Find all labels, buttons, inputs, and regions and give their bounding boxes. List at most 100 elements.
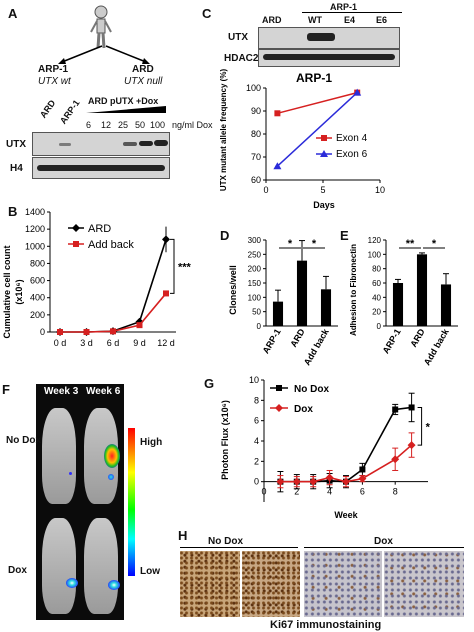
- chart-c-ytick-label: 90: [251, 106, 261, 116]
- chart-g-legend: No Dox Dox: [270, 384, 329, 415]
- chart-b-ytick-label: 800: [30, 258, 45, 268]
- chart-g-series-line: [280, 406, 412, 483]
- chart-g-point: [408, 404, 415, 411]
- chart-c: ARP-1 UTX mutant allele frequency (%) Da…: [219, 69, 385, 210]
- chart-g-ytick-label: 8: [254, 395, 259, 405]
- ki67-dox-image-1: [304, 551, 382, 617]
- chart-d-ytick-label: 200: [248, 265, 262, 274]
- chart-g-legend-dox: Dox: [294, 404, 313, 415]
- dose-unit: ng/ml Dox: [172, 120, 213, 130]
- colorbar-low: Low: [140, 566, 160, 577]
- panel-c-label: C: [202, 6, 212, 21]
- blot-c-hdac2-label: HDAC2: [224, 53, 259, 64]
- chart-b-ytick-label: 600: [30, 276, 45, 286]
- chart-c-series-line: [276, 92, 358, 167]
- chart-g-sig-bracket: [417, 406, 423, 446]
- chart-b-ytick-label: 1000: [25, 241, 45, 251]
- chart-d-xtick-label: ARP-1: [261, 327, 283, 355]
- chart-d-bar: [296, 260, 308, 326]
- arp1-label: ARP-1: [38, 64, 69, 75]
- chart-d-sig-label: *: [288, 238, 293, 250]
- chart-b-point: [83, 329, 90, 335]
- chart-d-ytick-label: 50: [252, 308, 261, 317]
- chart-g-point: [358, 474, 367, 483]
- intensity-colorbar: [128, 428, 135, 576]
- chart-g-point: [391, 455, 400, 464]
- chart-b-legend-add-marker: [73, 241, 79, 247]
- dose-50: 50: [135, 120, 146, 130]
- lane-arp1: ARP-1: [58, 97, 82, 126]
- week3-label: Week 3: [44, 386, 79, 397]
- chart-g-xtick-label: 4: [327, 487, 332, 497]
- f-nodox-label: No Dox: [6, 435, 41, 446]
- chart-b-point: [163, 290, 169, 297]
- blot-c-utx: [258, 27, 400, 49]
- utx-null-label: UTX null: [124, 76, 163, 87]
- chart-e-ytick-label: 60: [372, 279, 381, 288]
- chart-g-ytick-label: 0: [254, 477, 259, 487]
- h-nodox-label: No Dox: [208, 536, 243, 547]
- split-arrows: [58, 45, 150, 64]
- chart-b-yunit: (x10⁶): [14, 279, 24, 304]
- panel-a-label: A: [8, 6, 18, 21]
- person-icon: [90, 5, 112, 49]
- chart-g-xtick-label: 0: [261, 487, 266, 497]
- chart-b-xtick-label: 3 d: [80, 338, 93, 348]
- chart-b-xtick-label: 12 d: [157, 338, 175, 348]
- chart-b-legend-add: Add back: [88, 239, 134, 251]
- chart-g-ytick-label: 10: [249, 375, 259, 385]
- blot-c-lane-wt: WT: [308, 15, 322, 25]
- blot-c-lane-e4: E4: [344, 15, 356, 25]
- chart-e-ylabel: Adhesion to Fibronectin: [349, 244, 358, 336]
- chart-b-point: [136, 322, 143, 329]
- chart-b-xtick-label: 6 d: [107, 338, 120, 348]
- chart-c-legend-exon4: Exon 4: [336, 133, 368, 144]
- chart-b-point: [110, 328, 116, 335]
- chart-c-ytick-label: 60: [251, 175, 261, 185]
- chart-d-ylabel: Clones/well: [228, 265, 238, 315]
- h4-blot: [32, 157, 170, 179]
- dose-6: 6: [86, 120, 92, 130]
- chart-g-point: [359, 466, 366, 473]
- colorbar-high: High: [140, 437, 163, 448]
- chart-b-point: [57, 329, 63, 335]
- chart-c-title: ARP-1: [296, 71, 332, 85]
- chart-g-ylabel: Photon Flux (x10⁶): [220, 400, 230, 480]
- chart-g-xtick-label: 6: [360, 487, 365, 497]
- blot-c-lane-ard: ARD: [262, 15, 282, 25]
- bioluminescence-image: [36, 384, 124, 620]
- utx-row-label: UTX: [6, 139, 26, 150]
- ki67-dox-image-2: [384, 551, 464, 617]
- f-dox-label: Dox: [8, 565, 27, 576]
- chart-e-ytick-label: 20: [372, 308, 381, 317]
- chart-b-ytick-label: 0: [40, 327, 45, 337]
- chart-c-ytick-label: 100: [246, 83, 261, 93]
- panel-d-label: D: [220, 228, 230, 243]
- chart-e-ytick-label: 40: [372, 293, 381, 302]
- ard-label: ARD: [132, 64, 154, 75]
- chart-g-ytick-label: 2: [254, 456, 259, 466]
- chart-b-series-line: [60, 239, 167, 333]
- chart-b-legend-ard: ARD: [88, 223, 111, 235]
- chart-g-point: [309, 477, 318, 486]
- chart-c-ytick-label: 70: [251, 152, 261, 162]
- chart-e: Adhesion to Fibronectin 0 20 40 60 80 100 120 A…: [349, 236, 458, 367]
- h-dox-label: Dox: [374, 536, 393, 547]
- chart-g-point: [407, 441, 416, 450]
- chart-c-point: [273, 162, 282, 170]
- h4-row-label: H4: [10, 163, 23, 174]
- chart-b-xtick-label: 9 d: [133, 338, 146, 348]
- chart-g-xtick-label: 8: [393, 487, 398, 497]
- chart-d-bar: [320, 289, 332, 326]
- chart-b-ytick-label: 200: [30, 310, 45, 320]
- dose-12: 12: [101, 120, 112, 130]
- chart-g-point: [292, 477, 301, 486]
- chart-b-ylabel: Cumulative cell count: [2, 245, 12, 338]
- chart-e-sig-label: **: [406, 238, 415, 250]
- ki67-caption: Ki67 immunostaining: [270, 619, 382, 631]
- chart-d-ytick-label: 250: [248, 250, 262, 259]
- ki67-nodox-image-2: [242, 551, 300, 617]
- chart-e-bar: [416, 254, 428, 326]
- chart-e-xtick-label: ARD: [408, 327, 427, 349]
